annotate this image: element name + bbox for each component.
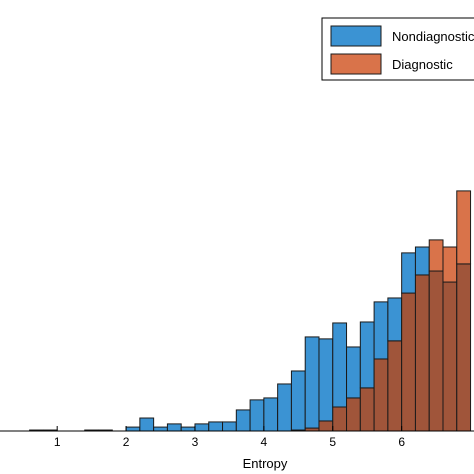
- histogram-bar-overlap: [428, 270, 444, 432]
- histogram-bar-nondiagnostic: [153, 426, 168, 432]
- histogram-bar-nondiagnostic: [346, 346, 361, 399]
- histogram-bar-nondiagnostic: [414, 246, 430, 276]
- x-tick-label: 6: [398, 435, 405, 449]
- histogram-bar-nondiagnostic: [318, 338, 334, 422]
- histogram-bar-nondiagnostic: [208, 421, 224, 432]
- x-tick-label: 3: [192, 435, 199, 449]
- histogram-bar-overlap: [387, 340, 403, 432]
- histogram-bar-overlap: [373, 358, 389, 432]
- histogram-bar-overlap: [414, 274, 430, 432]
- histogram-bar-overlap: [318, 420, 334, 432]
- x-ticks: 1 2 3 4 5 6: [54, 426, 405, 449]
- histogram-bar-nondiagnostic: [359, 321, 375, 389]
- histogram-bar-overlap: [359, 387, 375, 432]
- histogram-bar-nondiagnostic: [263, 397, 279, 432]
- histogram-bar-nondiagnostic: [166, 423, 182, 432]
- histogram-bar-nondiagnostic: [125, 426, 141, 432]
- x-tick-label: 5: [329, 435, 336, 449]
- histogram-bar-nondiagnostic: [373, 301, 389, 360]
- histogram-bar-diagnostic: [456, 190, 472, 265]
- histogram-bar-nondiagnostic: [235, 409, 251, 432]
- legend-swatch-diagnostic: [330, 53, 382, 75]
- histogram-bar-nondiagnostic: [290, 370, 306, 431]
- histogram-bar-overlap: [442, 281, 458, 432]
- histogram-bar-nondiagnostic: [332, 322, 348, 408]
- histogram-bar-nondiagnostic: [249, 399, 265, 432]
- histogram-bar-nondiagnostic: [277, 383, 292, 432]
- histogram-bar-diagnostic: [428, 239, 444, 272]
- histogram-bar-nondiagnostic: [387, 297, 403, 342]
- histogram-bar-nondiagnostic: [401, 252, 416, 294]
- histogram-bar-overlap: [332, 406, 348, 432]
- x-tick-label: 1: [54, 435, 61, 449]
- histogram-bar-nondiagnostic: [304, 336, 320, 429]
- legend-swatch-nondiagnostic: [330, 25, 382, 47]
- bars-layer: [29, 190, 472, 432]
- histogram-bar-diagnostic: [442, 246, 458, 283]
- x-tick-label: 4: [261, 435, 268, 449]
- histogram-bar-overlap: [401, 292, 416, 432]
- legend-label-diagnostic: Diagnostic: [392, 57, 453, 72]
- histogram-bar-nondiagnostic: [194, 423, 210, 432]
- histogram-bar-overlap: [456, 263, 472, 432]
- x-axis-label: Entropy: [243, 456, 288, 471]
- legend: Nondiagnostic Diagnostic: [321, 17, 474, 81]
- legend-label-nondiagnostic: Nondiagnostic: [392, 29, 474, 44]
- x-tick-label: 2: [123, 435, 130, 449]
- histogram-bar-nondiagnostic: [222, 421, 237, 432]
- histogram-bar-nondiagnostic: [180, 426, 196, 432]
- histogram-bar-overlap: [346, 397, 361, 432]
- histogram-bar-nondiagnostic: [139, 417, 155, 432]
